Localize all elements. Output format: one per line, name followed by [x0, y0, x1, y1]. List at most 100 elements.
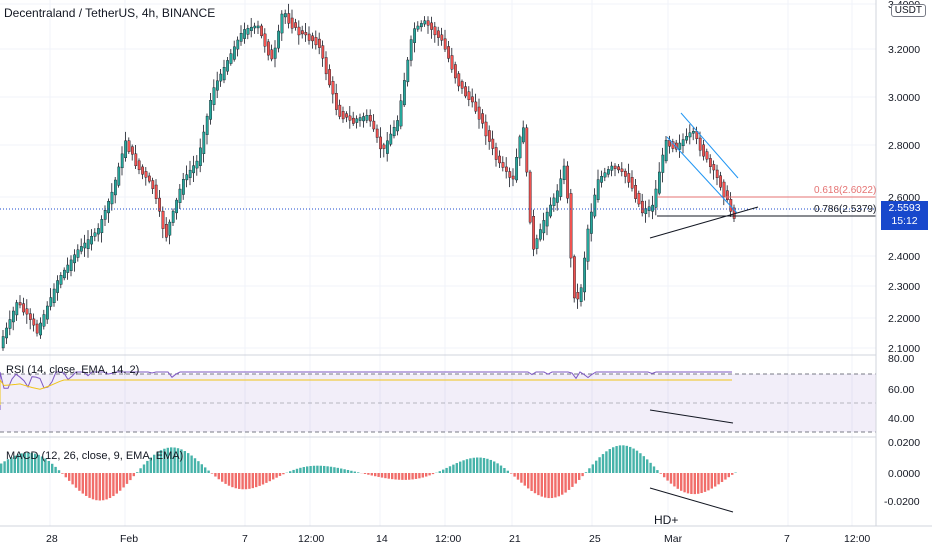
- price-tick: 2.2000: [888, 313, 920, 325]
- macd-bar: [71, 473, 74, 485]
- macd-bar: [622, 445, 625, 473]
- macd-tick: -0.0200: [884, 496, 920, 508]
- candle: [617, 166, 621, 171]
- macd-bar: [295, 468, 299, 473]
- macd-bar: [544, 473, 547, 498]
- macd-bar: [659, 473, 662, 474]
- macd-bar: [404, 473, 407, 480]
- macd-bar: [663, 473, 666, 478]
- candle: [297, 26, 301, 36]
- macd-bar: [731, 473, 734, 475]
- macd-legend[interactable]: MACD (12, 26, close, 9, EMA, EMA): [6, 450, 184, 462]
- macd-bar: [207, 470, 210, 473]
- candle: [603, 172, 607, 178]
- price-tick: 3.0000: [888, 92, 920, 104]
- rsi-pane[interactable]: [0, 371, 734, 424]
- drawing-overlays[interactable]: [0, 112, 876, 239]
- macd-bar: [476, 457, 479, 473]
- macd-bar: [289, 471, 292, 473]
- candle: [481, 113, 484, 124]
- macd-bar: [214, 473, 217, 477]
- macd-bar: [380, 473, 384, 478]
- macd-bar: [326, 466, 329, 473]
- macd-bar: [397, 473, 401, 480]
- macd-bar: [496, 463, 499, 473]
- macd-bar: [394, 473, 397, 480]
- candle: [590, 211, 593, 234]
- macd-bar: [142, 464, 146, 473]
- macd-bar: [720, 473, 724, 482]
- macd-bar: [656, 470, 659, 473]
- candle: [79, 246, 83, 252]
- macd-bar: [54, 466, 57, 473]
- candle: [464, 86, 467, 97]
- candle: [270, 49, 274, 60]
- macd-pane[interactable]: [0, 445, 737, 513]
- candle: [335, 92, 338, 110]
- macd-bar: [183, 451, 186, 473]
- rsi-legend[interactable]: RSI (14, close, EMA, 14, 2): [6, 364, 140, 376]
- macd-bar: [316, 465, 319, 473]
- candle: [467, 91, 471, 100]
- candle: [35, 323, 39, 334]
- fib-618-label[interactable]: 0.618(2.6022): [814, 185, 877, 196]
- macd-bar: [384, 473, 387, 479]
- macd-bar: [510, 473, 513, 474]
- time-tick: Feb: [120, 533, 138, 545]
- macd-bar: [217, 473, 220, 480]
- candle: [549, 204, 553, 217]
- candle: [634, 185, 638, 199]
- macd-bar: [329, 466, 333, 473]
- candle: [117, 166, 121, 186]
- candle: [362, 116, 365, 122]
- candle: [164, 224, 168, 238]
- macd-bar: [78, 473, 81, 491]
- macd-bar: [40, 456, 44, 473]
- macd-bar: [690, 473, 693, 494]
- candle: [685, 135, 689, 141]
- macd-bar: [299, 467, 302, 473]
- candle: [715, 169, 719, 179]
- macd-bar: [367, 473, 370, 475]
- macd-bar: [605, 451, 608, 473]
- macd-bar: [197, 461, 200, 473]
- time-tick: 12:00: [844, 533, 870, 545]
- macd-bar: [176, 448, 180, 473]
- macd-bar: [302, 467, 305, 473]
- candle: [579, 287, 583, 302]
- candle: [96, 228, 100, 235]
- currency-unit-button[interactable]: USDT: [890, 4, 926, 17]
- macd-bar: [571, 473, 574, 487]
- candle: [345, 113, 348, 118]
- candle: [596, 179, 600, 200]
- candle: [426, 20, 430, 26]
- macd-bar: [717, 473, 720, 485]
- macd-bar: [166, 447, 169, 473]
- candle: [539, 229, 542, 240]
- candle: [202, 131, 206, 155]
- symbol-title[interactable]: Decentraland / TetherUS, 4h, BINANCE: [4, 6, 216, 20]
- candle: [69, 259, 73, 271]
- candle: [113, 179, 117, 196]
- candle: [712, 164, 716, 171]
- macd-bar: [13, 455, 16, 473]
- rsi-tick: 60.00: [888, 384, 914, 396]
- macd-bar: [258, 473, 261, 486]
- macd-bar: [683, 473, 686, 493]
- fib-786-label[interactable]: 0.786(2.5379): [814, 204, 877, 215]
- macd-bar: [47, 460, 50, 473]
- candle: [147, 175, 151, 182]
- macd-bar: [598, 457, 601, 473]
- macd-bar: [64, 473, 67, 478]
- macd-bar: [377, 473, 380, 477]
- divergence-annotation[interactable]: HD+: [654, 513, 679, 527]
- candle: [535, 238, 539, 249]
- macd-bar: [309, 466, 312, 473]
- macd-bar: [30, 452, 33, 473]
- candle: [93, 232, 97, 237]
- macd-bar: [23, 452, 27, 473]
- macd-bar: [601, 454, 605, 473]
- price-candles[interactable]: [1, 3, 736, 351]
